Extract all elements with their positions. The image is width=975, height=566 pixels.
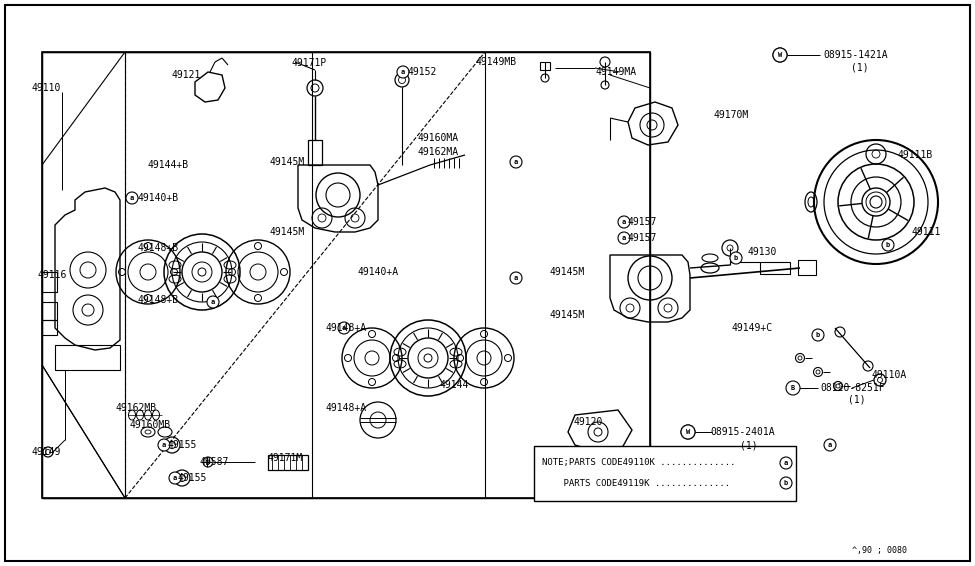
Text: 49148+B: 49148+B — [138, 295, 179, 305]
Text: a: a — [162, 442, 166, 448]
Circle shape — [786, 381, 800, 395]
Text: 49152: 49152 — [408, 67, 438, 77]
Circle shape — [773, 48, 787, 62]
Text: 49157: 49157 — [628, 233, 657, 243]
Text: 49145M: 49145M — [550, 267, 585, 277]
Bar — [268, 455, 308, 470]
Circle shape — [814, 140, 938, 264]
Text: a: a — [211, 299, 215, 305]
Text: 49145M: 49145M — [550, 310, 585, 320]
Text: a: a — [622, 219, 626, 225]
Text: ^,90 ; 0080: ^,90 ; 0080 — [852, 546, 907, 555]
Text: B: B — [791, 385, 796, 391]
Text: 08915-2401A: 08915-2401A — [710, 427, 774, 437]
Text: 49162MB: 49162MB — [115, 403, 156, 413]
Text: 49162MA: 49162MA — [418, 147, 459, 157]
Text: (1): (1) — [740, 440, 758, 450]
Text: 08120-8251F: 08120-8251F — [820, 383, 884, 393]
Text: 49140+A: 49140+A — [358, 267, 399, 277]
Text: 49160MA: 49160MA — [418, 133, 459, 143]
Circle shape — [126, 192, 138, 204]
Text: 49171P: 49171P — [292, 58, 328, 68]
Text: 49145M: 49145M — [270, 157, 305, 167]
Text: b: b — [784, 480, 788, 486]
Text: a: a — [514, 275, 518, 281]
Text: b: b — [734, 255, 738, 261]
Text: 49111: 49111 — [912, 227, 942, 237]
Text: 49155: 49155 — [178, 473, 208, 483]
Circle shape — [158, 439, 170, 451]
Text: 49111B: 49111B — [898, 150, 933, 160]
Bar — [42, 302, 57, 320]
Text: 49144: 49144 — [440, 380, 469, 390]
Text: 49110A: 49110A — [872, 370, 908, 380]
Text: 49149MB: 49149MB — [476, 57, 517, 67]
Text: a: a — [173, 475, 177, 481]
Circle shape — [730, 252, 742, 264]
Text: 49145M: 49145M — [270, 227, 305, 237]
Text: 49171M: 49171M — [268, 453, 303, 463]
Circle shape — [812, 329, 824, 341]
Circle shape — [780, 477, 792, 489]
Circle shape — [164, 234, 240, 310]
Text: 49121: 49121 — [172, 70, 202, 80]
Text: (1): (1) — [851, 63, 869, 73]
Text: b: b — [886, 242, 890, 248]
Text: 49148+A: 49148+A — [325, 403, 367, 413]
Text: 49157: 49157 — [628, 217, 657, 227]
Text: NOTE;PARTS CODE49110K ..............: NOTE;PARTS CODE49110K .............. — [542, 458, 735, 468]
Circle shape — [773, 48, 787, 62]
Text: 49148+B: 49148+B — [138, 243, 179, 253]
Bar — [42, 272, 57, 292]
Text: 49116: 49116 — [38, 270, 67, 280]
Text: 49160MB: 49160MB — [130, 420, 172, 430]
Circle shape — [390, 320, 466, 396]
Text: 49149+C: 49149+C — [732, 323, 773, 333]
Circle shape — [618, 216, 630, 228]
Text: (1): (1) — [848, 395, 866, 405]
Circle shape — [510, 272, 522, 284]
Text: 49140+B: 49140+B — [138, 193, 179, 203]
Text: 08915-1421A: 08915-1421A — [823, 50, 887, 60]
Bar — [760, 262, 790, 274]
Text: a: a — [342, 325, 346, 331]
Circle shape — [397, 66, 409, 78]
Circle shape — [169, 472, 181, 484]
Bar — [308, 140, 322, 165]
Bar — [534, 446, 796, 501]
Text: b: b — [816, 332, 820, 338]
Bar — [540, 62, 550, 70]
Text: a: a — [784, 460, 788, 466]
Circle shape — [510, 156, 522, 168]
Bar — [42, 320, 57, 335]
Bar — [798, 260, 816, 275]
Circle shape — [780, 457, 792, 469]
Text: 49170M: 49170M — [714, 110, 749, 120]
Circle shape — [338, 322, 350, 334]
Text: 49587: 49587 — [200, 457, 229, 467]
Text: 49130: 49130 — [748, 247, 777, 257]
Text: 49149: 49149 — [32, 447, 61, 457]
Text: W: W — [778, 52, 782, 58]
Text: a: a — [514, 159, 518, 165]
Text: 49155: 49155 — [168, 440, 197, 450]
Text: 49144+B: 49144+B — [148, 160, 189, 170]
Text: 49120: 49120 — [574, 417, 604, 427]
Text: a: a — [828, 442, 832, 448]
Text: a: a — [130, 195, 135, 201]
Text: 49110: 49110 — [32, 83, 61, 93]
Circle shape — [618, 232, 630, 244]
Text: a: a — [622, 235, 626, 241]
Text: 49149MA: 49149MA — [596, 67, 637, 77]
Text: 49148+A: 49148+A — [325, 323, 367, 333]
Text: W: W — [685, 429, 690, 435]
Circle shape — [681, 425, 695, 439]
Text: a: a — [401, 69, 406, 75]
Circle shape — [882, 239, 894, 251]
Circle shape — [681, 425, 695, 439]
Circle shape — [824, 439, 836, 451]
Text: PARTS CODE49119K ..............: PARTS CODE49119K .............. — [542, 478, 730, 487]
Circle shape — [207, 296, 219, 308]
